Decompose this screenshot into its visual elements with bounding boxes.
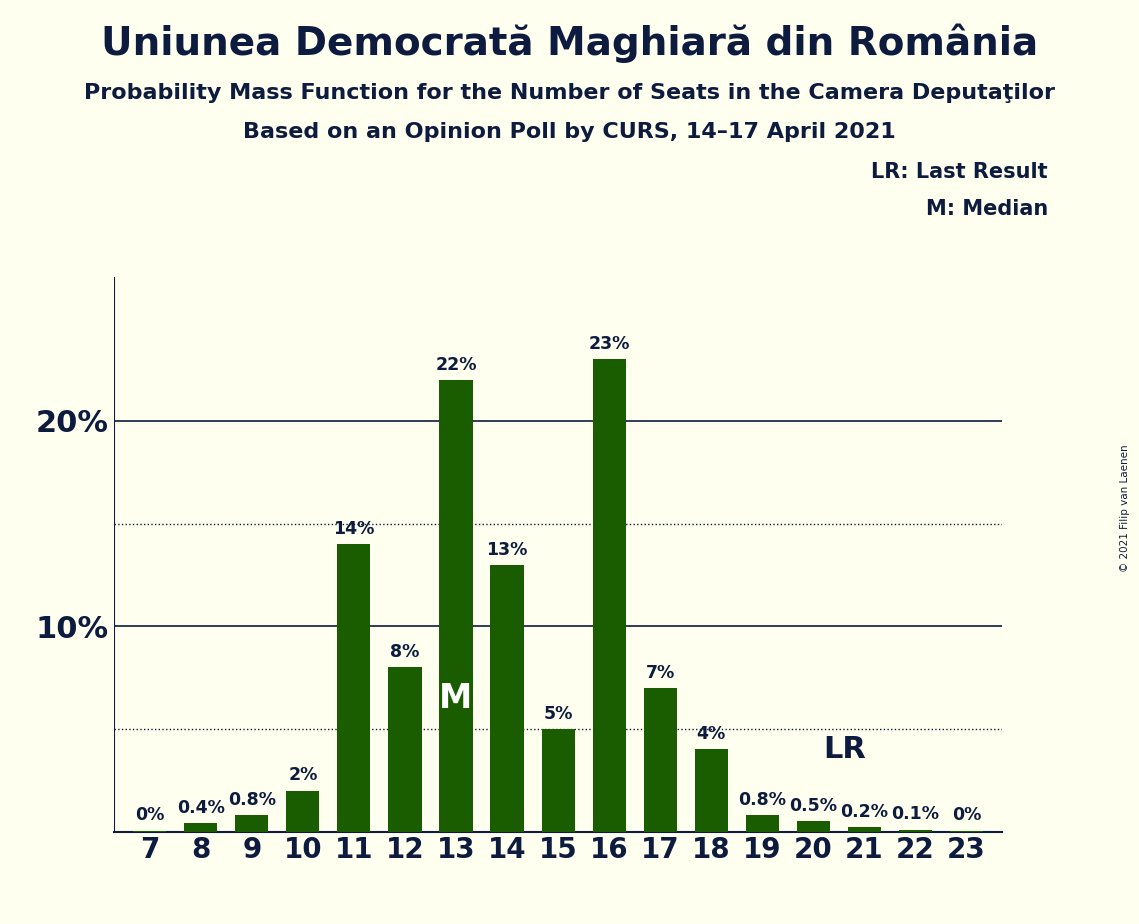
Bar (235, 815, 269, 832)
Text: 22%: 22% (435, 356, 477, 373)
Bar (440, 380, 473, 832)
Text: 0.8%: 0.8% (738, 791, 786, 809)
Text: Based on an Opinion Poll by CURS, 14–17 April 2021: Based on an Opinion Poll by CURS, 14–17 … (243, 122, 896, 142)
Bar (388, 667, 421, 832)
Bar (950, 831, 983, 832)
Text: LR: LR (823, 735, 867, 764)
Text: 0.2%: 0.2% (841, 803, 888, 821)
Bar (746, 815, 779, 832)
Bar (797, 821, 830, 832)
Bar (695, 749, 728, 832)
Text: 5%: 5% (543, 705, 573, 723)
Bar (491, 565, 524, 832)
Bar (644, 687, 677, 832)
Bar (133, 831, 166, 832)
Bar (185, 823, 218, 832)
Bar (592, 359, 625, 832)
Text: 0%: 0% (952, 807, 982, 824)
Text: LR: Last Result: LR: Last Result (871, 162, 1048, 182)
Text: © 2021 Filip van Laenen: © 2021 Filip van Laenen (1120, 444, 1130, 572)
Text: M: Median: M: Median (926, 199, 1048, 219)
Text: 0.4%: 0.4% (177, 799, 224, 817)
Bar (337, 544, 370, 832)
Text: 2%: 2% (288, 766, 318, 784)
Text: M: M (440, 682, 473, 714)
Bar (899, 830, 932, 832)
Text: 0.8%: 0.8% (228, 791, 276, 809)
Text: Probability Mass Function for the Number of Seats in the Camera Deputaţilor: Probability Mass Function for the Number… (84, 83, 1055, 103)
Bar (286, 791, 319, 832)
Bar (847, 828, 882, 832)
Text: 4%: 4% (697, 725, 726, 743)
Text: 23%: 23% (589, 335, 630, 353)
Text: 14%: 14% (334, 520, 375, 538)
Text: 0.1%: 0.1% (892, 806, 940, 823)
Text: 0%: 0% (134, 807, 164, 824)
Text: 8%: 8% (391, 643, 419, 662)
Bar (541, 729, 575, 832)
Text: 7%: 7% (646, 663, 674, 682)
Text: 13%: 13% (486, 541, 527, 558)
Text: Uniunea Democrată Maghiară din România: Uniunea Democrată Maghiară din România (101, 23, 1038, 63)
Text: 0.5%: 0.5% (789, 797, 837, 815)
